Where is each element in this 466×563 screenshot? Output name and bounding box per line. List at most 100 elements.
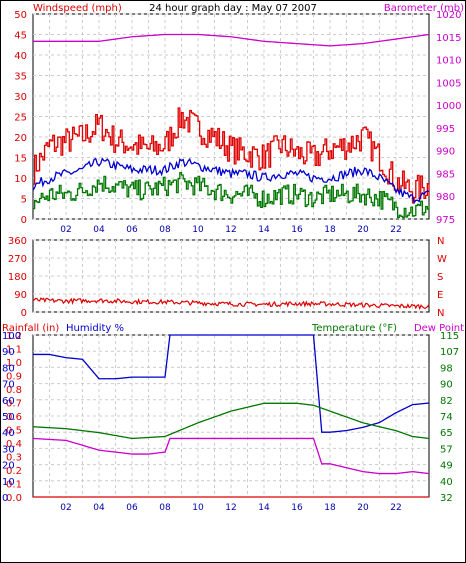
rainfall-tick-label: 0.8 xyxy=(6,385,22,396)
windspeed-tick-label: 35 xyxy=(14,72,27,83)
temperature-tick-label: 90 xyxy=(440,380,453,391)
x-tick-label: 10 xyxy=(192,503,204,513)
barometer-tick-label: 975 xyxy=(436,215,455,226)
windspeed-tick-label: 10 xyxy=(14,174,27,185)
direction-tick-label: 360 xyxy=(8,236,27,247)
rainfall-tick-label: 0.4 xyxy=(6,439,22,450)
x-tick-label: 14 xyxy=(258,503,270,513)
compass-label: N xyxy=(437,236,444,247)
barometer-tick-label: 990 xyxy=(436,147,455,158)
x-tick-label: 16 xyxy=(291,503,303,513)
barometer-tick-label: 1000 xyxy=(436,101,461,112)
rainfall-tick-label: 0.6 xyxy=(6,412,22,423)
temperature-tick-label: 57 xyxy=(440,444,453,455)
series-line-wind-gust-low xyxy=(33,172,430,219)
x-tick-label: 06 xyxy=(126,225,138,235)
x-tick-label: 14 xyxy=(258,225,270,235)
humidity-tick-label: 50 xyxy=(2,412,15,423)
humidity-tick-label: 90 xyxy=(2,347,15,358)
humidity-tick-label: 100 xyxy=(2,331,21,342)
x-tick-label: 18 xyxy=(324,225,336,235)
temperature-axis-label: Temperature (°F) xyxy=(311,323,397,334)
windspeed-tick-label: 20 xyxy=(14,133,27,144)
chart-title: 24 hour graph day : May 07 2007 xyxy=(149,3,317,14)
temperature-tick-label: 82 xyxy=(440,396,453,407)
windspeed-tick-label: 45 xyxy=(14,31,27,42)
humidity-axis-label: Humidity % xyxy=(66,323,124,334)
x-tick-label: 02 xyxy=(60,225,71,235)
direction-tick-label: 180 xyxy=(8,272,27,283)
series-line-humidity xyxy=(33,334,430,433)
x-tick-label: 18 xyxy=(324,503,336,513)
windspeed-panel: Windspeed (mph) 24 hour graph day : May … xyxy=(14,3,464,235)
barometer-tick-label: 980 xyxy=(436,192,455,203)
barometer-tick-label: 1015 xyxy=(436,33,461,44)
barometer-tick-label: 995 xyxy=(436,124,455,135)
x-tick-label: 20 xyxy=(357,503,369,513)
series-line-barometer-mb xyxy=(33,33,430,47)
humidity-tick-label: 70 xyxy=(2,380,15,391)
barometer-tick-label: 1005 xyxy=(436,78,461,89)
temperature-tick-label: 74 xyxy=(440,412,453,423)
x-tick-label: 10 xyxy=(192,225,204,235)
windspeed-tick-label: 15 xyxy=(14,154,27,165)
x-tick-label: 16 xyxy=(291,225,303,235)
x-tick-label: 04 xyxy=(93,225,105,235)
series-line-temperature-f xyxy=(32,402,430,440)
series-line-windspeed-mph xyxy=(33,107,430,204)
rainfall-tick-label: 0.9 xyxy=(6,372,22,383)
humidity-tick-label: 30 xyxy=(2,444,15,455)
humidity-tick-label: 60 xyxy=(2,396,15,407)
rainfall-tick-label: 0.7 xyxy=(6,399,22,410)
barometer-tick-label: 1020 xyxy=(436,10,461,21)
barometer-tick-label: 1010 xyxy=(436,56,461,67)
barometer-tick-label: 985 xyxy=(436,169,455,180)
windspeed-tick-label: 30 xyxy=(14,92,27,103)
rainfall-tick-label: 0.3 xyxy=(6,453,22,464)
compass-label: N xyxy=(437,308,444,319)
direction-tick-label: 270 xyxy=(8,254,27,265)
windspeed-tick-label: 25 xyxy=(14,113,27,124)
x-tick-label: 08 xyxy=(159,225,171,235)
temperature-tick-label: 115 xyxy=(440,331,459,342)
rainfall-tick-label: 1.2 xyxy=(6,331,22,342)
compass-label: E xyxy=(437,290,443,301)
rainfall-tick-label: 0.0 xyxy=(6,493,22,504)
temperature-tick-label: 98 xyxy=(440,363,453,374)
x-tick-label: 02 xyxy=(60,503,71,513)
series-line-windspeed-average xyxy=(32,157,430,205)
rainfall-axis-label: Rainfall (in) xyxy=(2,323,59,334)
humidity-tick-label: 10 xyxy=(2,477,15,488)
rainfall-tick-label: 0.1 xyxy=(6,480,22,491)
compass-label: S xyxy=(437,272,443,283)
temperature-panel: Rainfall (in) Humidity % Temperature (°F… xyxy=(2,323,464,513)
rainfall-tick-label: 1.0 xyxy=(6,358,22,369)
x-tick-label: 12 xyxy=(225,225,236,235)
series-line-wind-direction xyxy=(32,297,430,311)
rainfall-tick-label: 1.1 xyxy=(6,345,22,356)
rainfall-tick-label: 0.5 xyxy=(6,426,22,437)
barometer-axis-label: Barometer (mb) xyxy=(384,3,464,14)
x-tick-label: 22 xyxy=(390,503,401,513)
x-tick-label: 22 xyxy=(390,225,401,235)
direction-tick-label: 90 xyxy=(14,290,27,301)
humidity-tick-label: 20 xyxy=(2,461,15,472)
temperature-tick-label: 32 xyxy=(440,493,453,504)
x-tick-label: 08 xyxy=(159,503,171,513)
rainfall-tick-label: 0.2 xyxy=(6,466,22,477)
windspeed-tick-label: 50 xyxy=(14,10,27,21)
humidity-tick-label: 80 xyxy=(2,363,15,374)
x-tick-label: 20 xyxy=(357,225,369,235)
windspeed-axis-label: Windspeed (mph) xyxy=(33,3,122,14)
x-tick-label: 04 xyxy=(93,503,105,513)
temperature-tick-label: 40 xyxy=(440,477,453,488)
windspeed-tick-label: 0 xyxy=(21,215,27,226)
direction-tick-label: 0 xyxy=(21,308,27,319)
compass-label: W xyxy=(437,254,447,265)
humidity-tick-label: 40 xyxy=(2,428,15,439)
dewpoint-axis-label: Dew Point xyxy=(414,323,464,334)
windspeed-tick-label: 5 xyxy=(21,195,27,206)
temperature-tick-label: 65 xyxy=(440,428,453,439)
